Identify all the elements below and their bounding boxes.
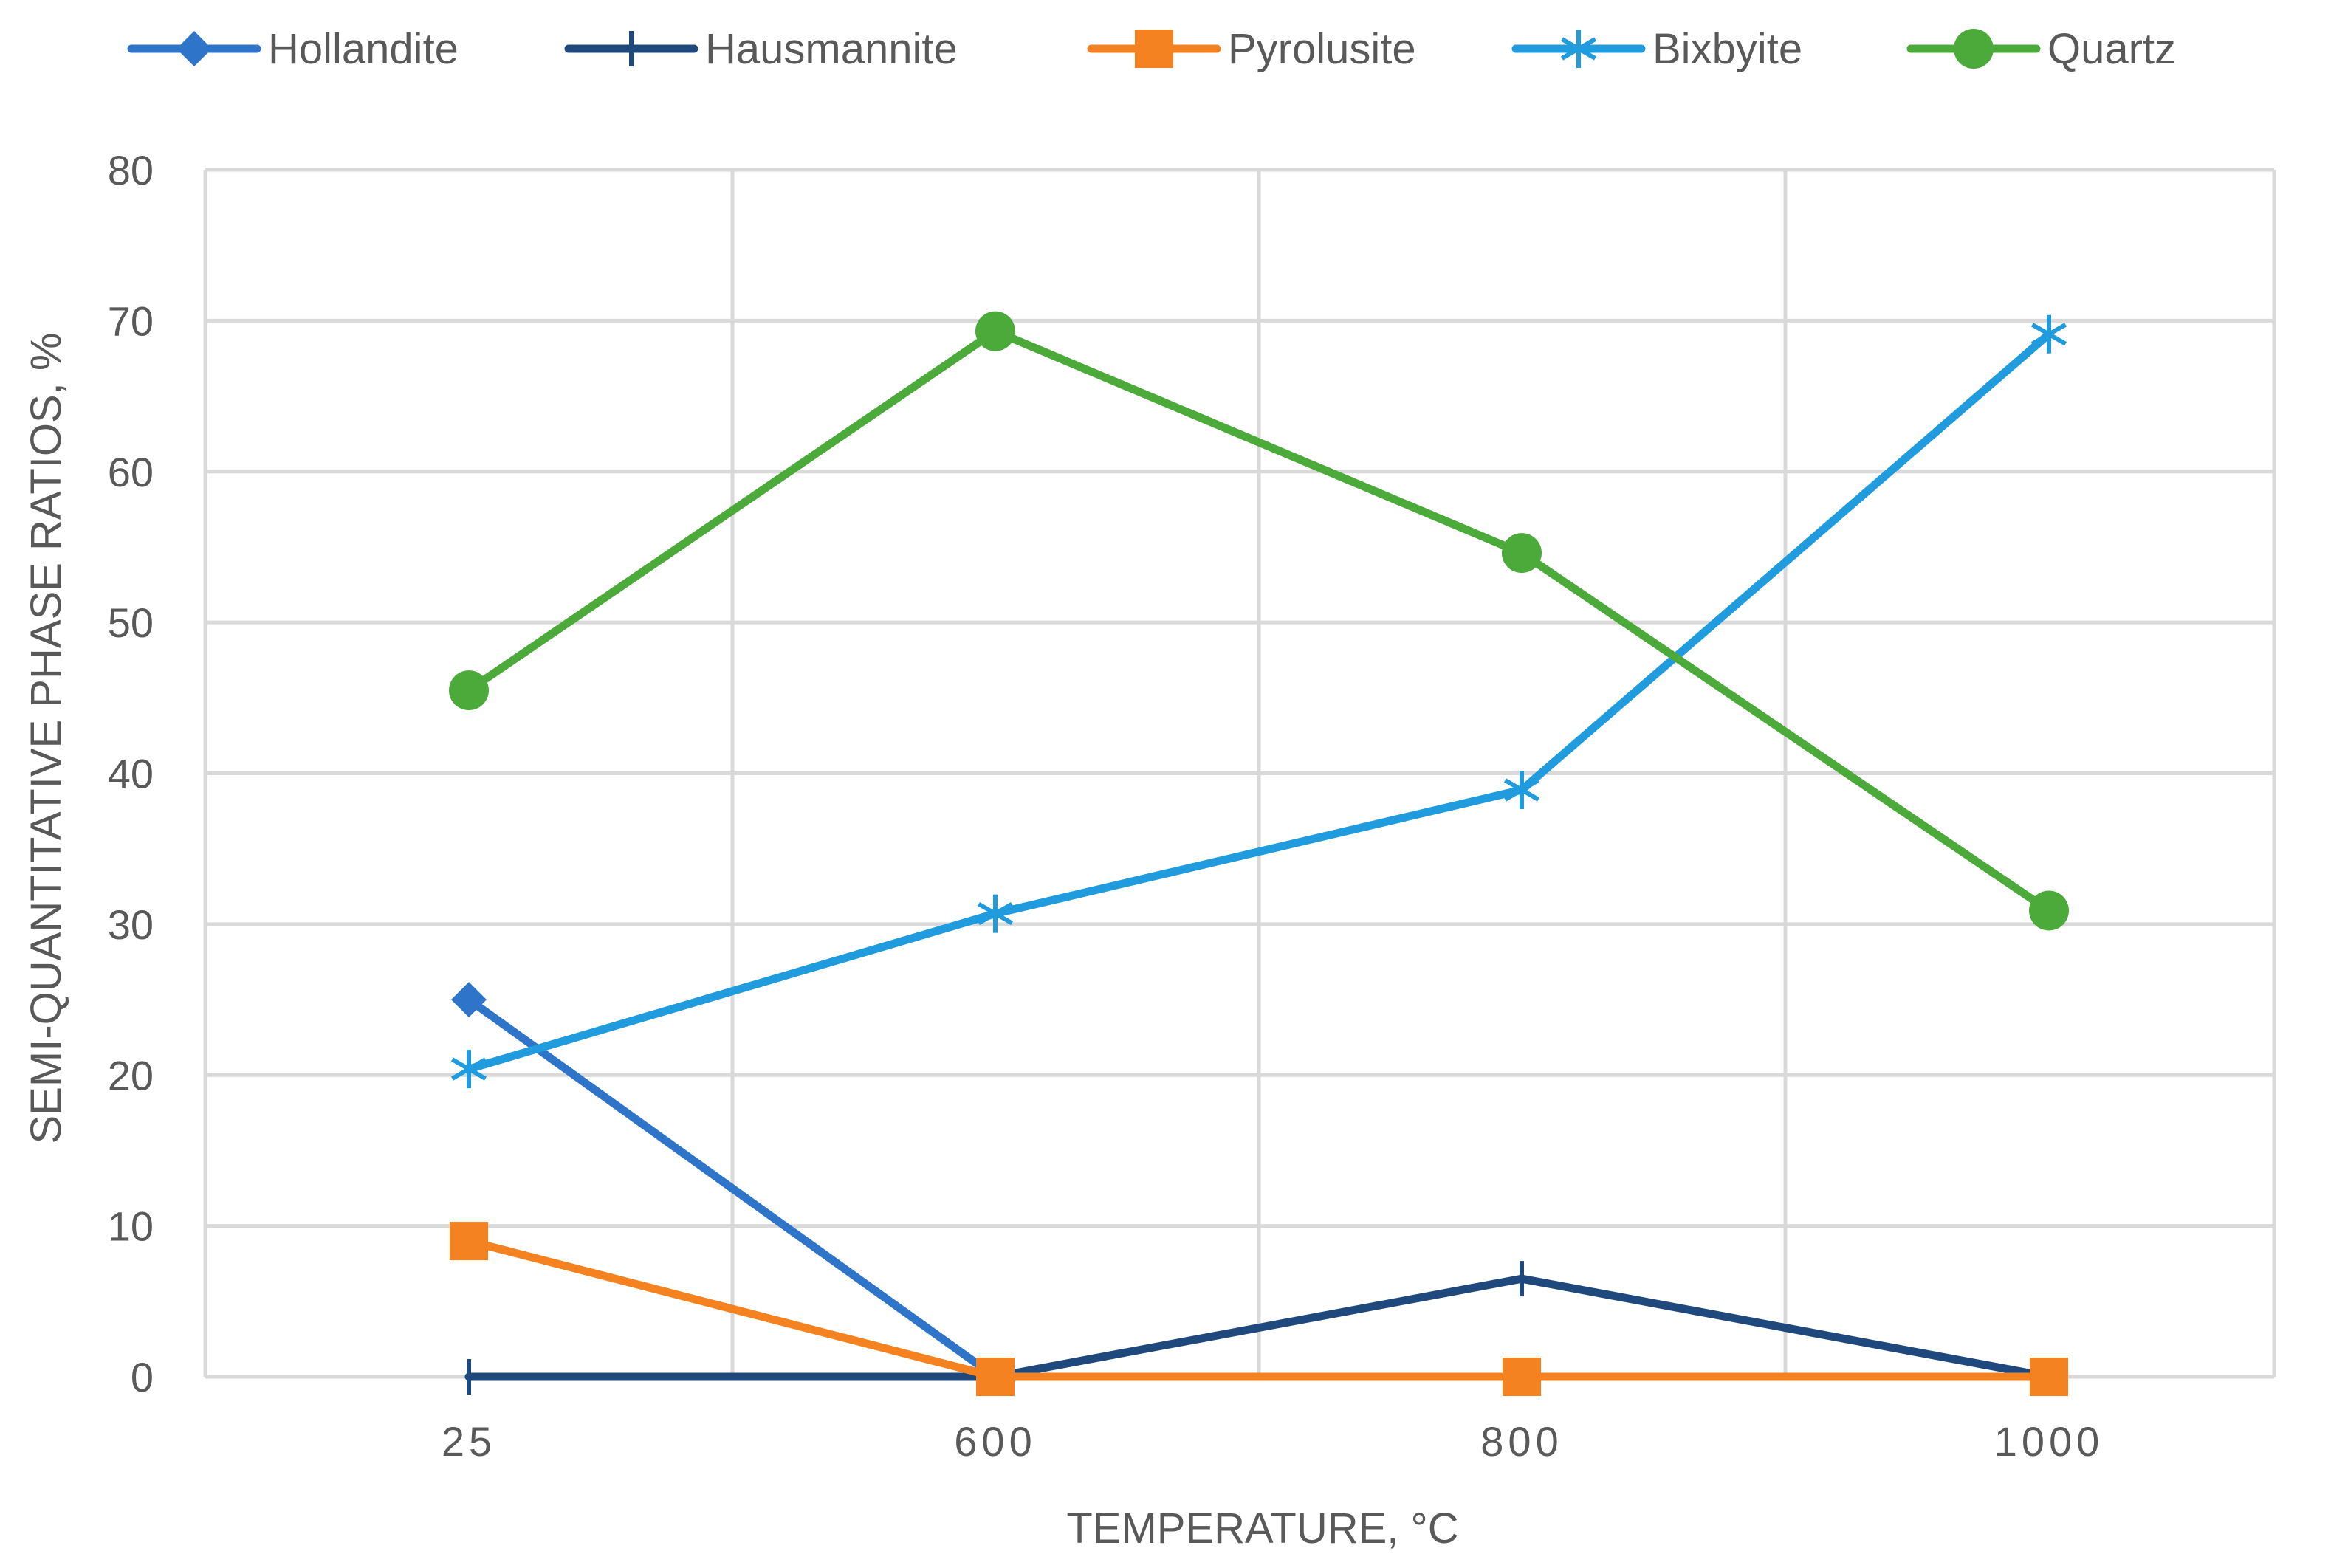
- y-axis-title: SEMI-QUANTITATIVE PHASE RATIOS, %: [22, 333, 70, 1144]
- x-axis-title: TEMPERATURE, °C: [1066, 1505, 1458, 1552]
- legend-item-pyrolusite: Pyrolusite: [1087, 25, 1416, 73]
- legend-marker-pyrolusite: [1135, 30, 1173, 68]
- series-lines: [464, 327, 2053, 1381]
- legend-label-quartz: Quartz: [2047, 25, 2176, 73]
- point-quartz: [975, 311, 1015, 351]
- y-tick-label: 50: [108, 599, 154, 646]
- legend-label-hollandite: Hollandite: [268, 25, 459, 73]
- series-markers: [449, 311, 2069, 1396]
- x-tick-label: 800: [1480, 1418, 1562, 1465]
- x-tick-label: 25: [442, 1418, 496, 1465]
- x-tick-label: 1000: [1994, 1418, 2104, 1465]
- point-bixbyite-stroke: [2030, 323, 2067, 346]
- series-line-hausmannite: [464, 1274, 2053, 1381]
- x-axis-ticks: 25 600 800 1000: [442, 1418, 2104, 1465]
- legend-marker-quartz: [1954, 29, 1994, 69]
- point-bixbyite: [2030, 314, 2067, 354]
- legend-item-bixbyite: Bixbyite: [1511, 25, 1802, 73]
- series-line-quartz: [464, 327, 2053, 915]
- legend-item-quartz: Quartz: [1906, 25, 2176, 73]
- point-quartz: [2029, 890, 2069, 931]
- gridlines: [203, 168, 2276, 1379]
- y-tick-label: 10: [108, 1203, 154, 1250]
- point-pyrolusite: [976, 1358, 1015, 1396]
- point-quartz: [449, 670, 489, 711]
- series-line-pyrolusite: [464, 1237, 2053, 1381]
- point-bixbyite-stroke: [977, 901, 1014, 926]
- legend-marker-bixbyite-stroke: [1560, 37, 1597, 61]
- point-pyrolusite: [450, 1222, 488, 1261]
- point-quartz: [1502, 533, 1542, 574]
- y-axis-ticks: 0 10 20 30 40 50 60 70 80: [108, 147, 154, 1400]
- point-bixbyite-stroke: [1503, 778, 1540, 802]
- legend: Hollandite Hausmannite Pyrolusite Bixbyite Q…: [127, 25, 2176, 73]
- point-bixbyite: [977, 894, 1014, 933]
- legend-label-pyrolusite: Pyrolusite: [1228, 25, 1416, 73]
- point-pyrolusite: [1503, 1358, 1541, 1396]
- y-tick-label: 20: [108, 1052, 154, 1098]
- legend-label-bixbyite: Bixbyite: [1652, 25, 1802, 73]
- series-line-bixbyite: [464, 330, 2053, 1073]
- y-tick-label: 40: [108, 751, 154, 797]
- point-bixbyite: [1503, 770, 1540, 809]
- legend-item-hollandite: Hollandite: [127, 25, 459, 73]
- y-tick-label: 0: [131, 1354, 154, 1400]
- y-tick-label: 60: [108, 449, 154, 495]
- point-hollandite: [451, 982, 487, 1018]
- y-tick-label: 80: [108, 147, 154, 193]
- x-tick-label: 600: [954, 1418, 1036, 1465]
- point-pyrolusite: [2030, 1358, 2068, 1396]
- y-tick-label: 70: [108, 298, 154, 344]
- point-bixbyite: [450, 1050, 487, 1089]
- legend-label-hausmannite: Hausmannite: [705, 25, 958, 73]
- series-line-hollandite: [464, 995, 1000, 1381]
- y-tick-label: 30: [108, 901, 154, 948]
- legend-marker-bixbyite: [1560, 30, 1597, 68]
- legend-item-hausmannite: Hausmannite: [564, 25, 958, 73]
- point-bixbyite-stroke: [450, 1057, 487, 1081]
- legend-marker-hollandite: [176, 31, 212, 66]
